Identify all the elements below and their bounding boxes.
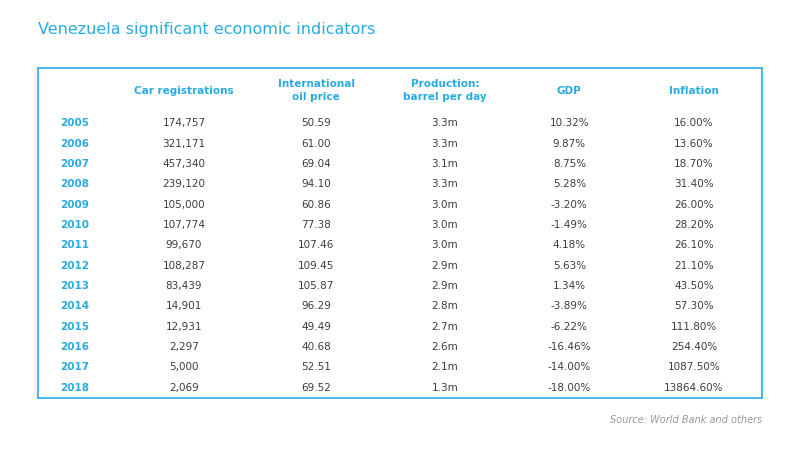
Text: -1.49%: -1.49% — [551, 220, 588, 230]
Text: 5,000: 5,000 — [170, 362, 198, 373]
Text: 9.87%: 9.87% — [553, 139, 586, 149]
Text: 61.00: 61.00 — [302, 139, 331, 149]
Text: 2.7m: 2.7m — [431, 322, 458, 332]
Text: 3.3m: 3.3m — [431, 179, 458, 189]
Text: 2005: 2005 — [61, 118, 90, 128]
Text: 105.87: 105.87 — [298, 281, 334, 291]
Text: 3.0m: 3.0m — [431, 240, 458, 251]
Text: 57.30%: 57.30% — [674, 301, 714, 312]
Text: 457,340: 457,340 — [162, 159, 206, 169]
Text: 49.49: 49.49 — [302, 322, 331, 332]
Text: 26.10%: 26.10% — [674, 240, 714, 251]
Text: 8.75%: 8.75% — [553, 159, 586, 169]
Text: 109.45: 109.45 — [298, 261, 334, 271]
Text: 60.86: 60.86 — [302, 200, 331, 210]
Text: Inflation: Inflation — [669, 85, 719, 96]
Text: 31.40%: 31.40% — [674, 179, 714, 189]
Text: 108,287: 108,287 — [162, 261, 206, 271]
Text: 2.6m: 2.6m — [431, 342, 458, 352]
Text: 94.10: 94.10 — [302, 179, 331, 189]
Text: 1.34%: 1.34% — [553, 281, 586, 291]
Text: 28.20%: 28.20% — [674, 220, 714, 230]
Text: -14.00%: -14.00% — [548, 362, 591, 373]
Text: 69.52: 69.52 — [302, 383, 331, 393]
Text: 2017: 2017 — [61, 362, 90, 373]
Text: 105,000: 105,000 — [162, 200, 206, 210]
Text: -16.46%: -16.46% — [547, 342, 591, 352]
Text: 77.38: 77.38 — [302, 220, 331, 230]
Text: 18.70%: 18.70% — [674, 159, 714, 169]
Text: 2008: 2008 — [61, 179, 90, 189]
Text: 111.80%: 111.80% — [670, 322, 717, 332]
Text: 13.60%: 13.60% — [674, 139, 714, 149]
Text: 2,297: 2,297 — [169, 342, 199, 352]
Text: 2010: 2010 — [61, 220, 90, 230]
Text: 13864.60%: 13864.60% — [664, 383, 724, 393]
Text: 254.40%: 254.40% — [670, 342, 717, 352]
Text: 2014: 2014 — [61, 301, 90, 312]
Text: 239,120: 239,120 — [162, 179, 206, 189]
Text: 12,931: 12,931 — [166, 322, 202, 332]
Text: 5.28%: 5.28% — [553, 179, 586, 189]
Text: 2018: 2018 — [61, 383, 90, 393]
Text: -18.00%: -18.00% — [548, 383, 591, 393]
Text: 1087.50%: 1087.50% — [667, 362, 720, 373]
Text: 21.10%: 21.10% — [674, 261, 714, 271]
Text: -6.22%: -6.22% — [551, 322, 588, 332]
Text: 4.18%: 4.18% — [553, 240, 586, 251]
Text: 16.00%: 16.00% — [674, 118, 714, 128]
Text: International
oil price: International oil price — [278, 79, 355, 102]
Text: 2015: 2015 — [61, 322, 90, 332]
Text: 2007: 2007 — [61, 159, 90, 169]
Text: 1.3m: 1.3m — [431, 383, 458, 393]
Text: 10.32%: 10.32% — [550, 118, 589, 128]
Text: 2013: 2013 — [61, 281, 90, 291]
Text: Car registrations: Car registrations — [134, 85, 234, 96]
Text: GDP: GDP — [557, 85, 582, 96]
Text: 174,757: 174,757 — [162, 118, 206, 128]
Text: 2006: 2006 — [61, 139, 90, 149]
Text: 52.51: 52.51 — [302, 362, 331, 373]
Text: 2.1m: 2.1m — [431, 362, 458, 373]
Text: 83,439: 83,439 — [166, 281, 202, 291]
Text: 14,901: 14,901 — [166, 301, 202, 312]
Text: 3.3m: 3.3m — [431, 139, 458, 149]
Text: 40.68: 40.68 — [302, 342, 331, 352]
Text: 43.50%: 43.50% — [674, 281, 714, 291]
Text: 3.3m: 3.3m — [431, 118, 458, 128]
Text: 107.46: 107.46 — [298, 240, 334, 251]
Text: Production:
barrel per day: Production: barrel per day — [403, 79, 486, 102]
Text: 2016: 2016 — [61, 342, 90, 352]
Text: 5.63%: 5.63% — [553, 261, 586, 271]
Text: 107,774: 107,774 — [162, 220, 206, 230]
Text: 2,069: 2,069 — [169, 383, 199, 393]
Text: 2.8m: 2.8m — [431, 301, 458, 312]
Text: 99,670: 99,670 — [166, 240, 202, 251]
Text: 2011: 2011 — [61, 240, 90, 251]
Text: 96.29: 96.29 — [302, 301, 331, 312]
Text: 3.0m: 3.0m — [431, 200, 458, 210]
Text: 2012: 2012 — [61, 261, 90, 271]
Text: 2.9m: 2.9m — [431, 281, 458, 291]
Text: Venezuela significant economic indicators: Venezuela significant economic indicator… — [38, 22, 375, 37]
Text: 26.00%: 26.00% — [674, 200, 714, 210]
Text: -3.20%: -3.20% — [551, 200, 588, 210]
Text: 321,171: 321,171 — [162, 139, 206, 149]
Text: 50.59: 50.59 — [302, 118, 331, 128]
Text: 2.9m: 2.9m — [431, 261, 458, 271]
Text: 3.1m: 3.1m — [431, 159, 458, 169]
Text: 3.0m: 3.0m — [431, 220, 458, 230]
Text: 69.04: 69.04 — [302, 159, 331, 169]
Text: 2009: 2009 — [61, 200, 90, 210]
Text: -3.89%: -3.89% — [551, 301, 588, 312]
Text: Source: World Bank and others: Source: World Bank and others — [610, 415, 762, 425]
